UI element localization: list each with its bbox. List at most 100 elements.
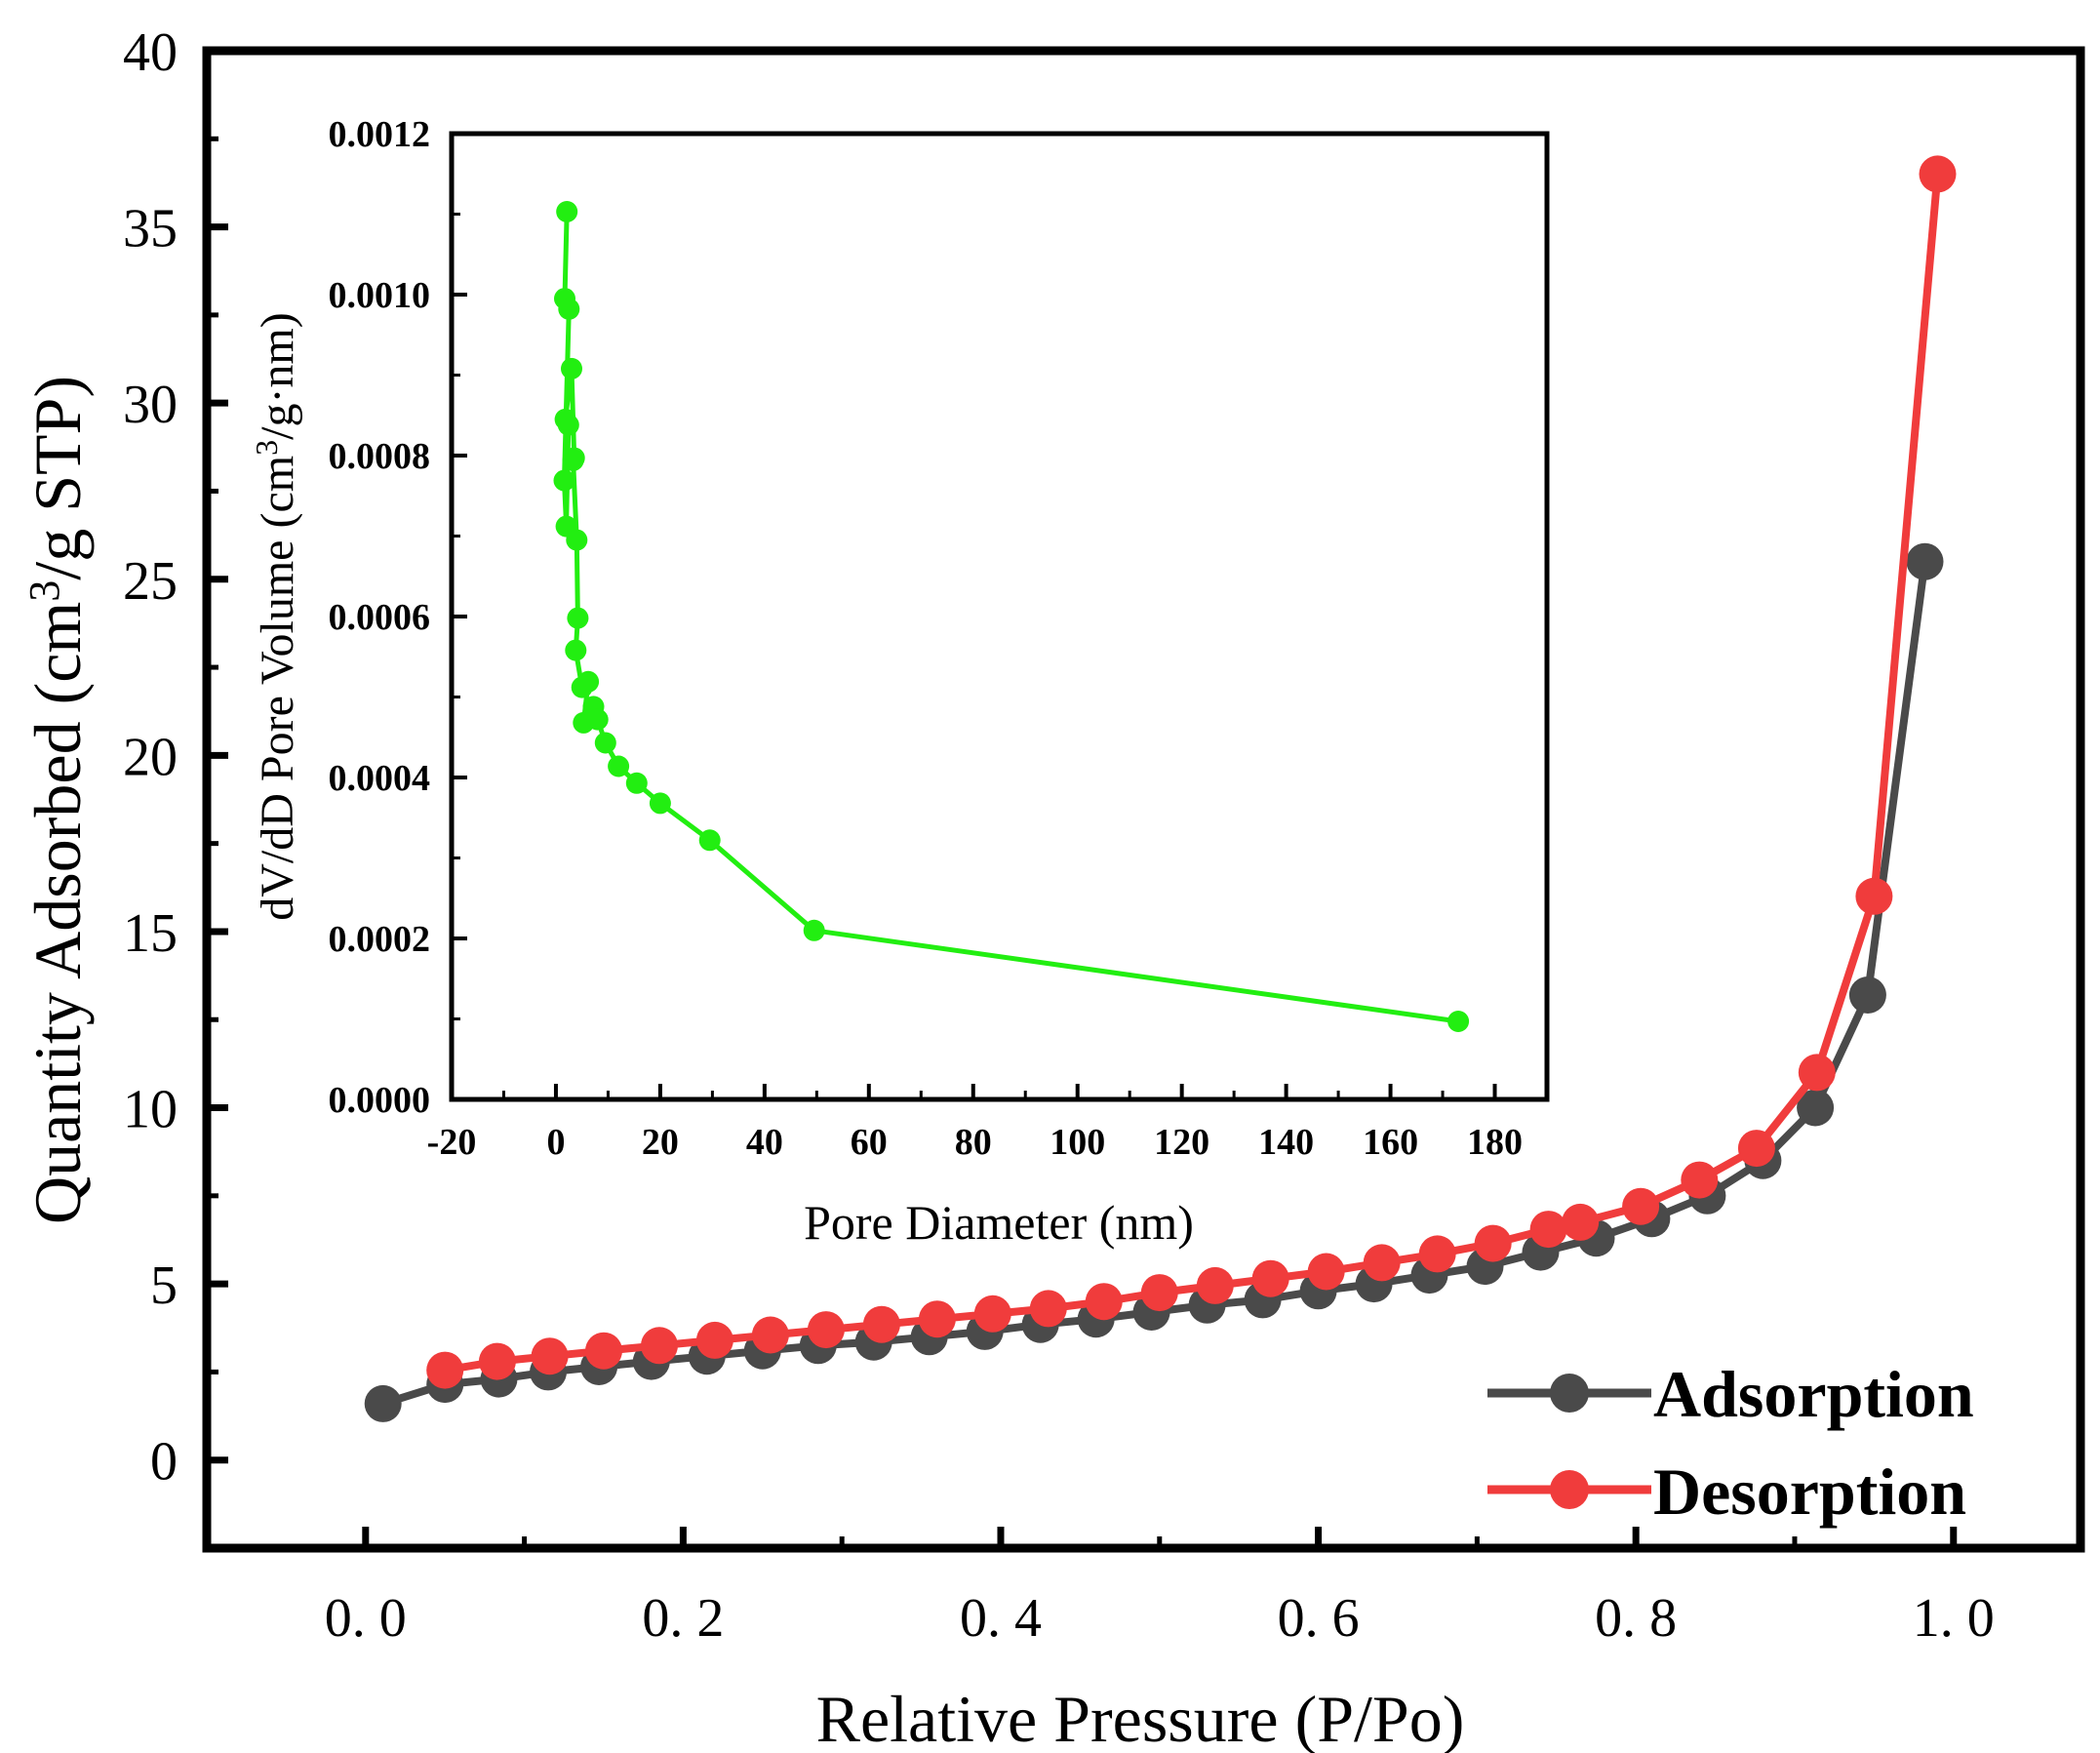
legend-item-desorption: Desorption <box>1487 1454 1966 1529</box>
series-desorption <box>426 155 1957 1389</box>
main-y-tick-label: 35 <box>123 199 178 259</box>
data-point-desorption <box>807 1311 845 1349</box>
main-y-axis-label-sup: 3 <box>20 580 68 602</box>
data-point-desorption <box>1919 155 1957 193</box>
data-point-desorption <box>1196 1266 1234 1304</box>
main-y-tick-label: 20 <box>123 727 178 787</box>
inset-y-axis-label: dV/dD Pore Volume (cm3/g·nm) <box>249 312 303 921</box>
main-x-tick-label: 0. 6 <box>1278 1588 1360 1649</box>
main-y-tick-label: 0 <box>150 1432 178 1493</box>
legend-marker-desorption <box>1550 1470 1589 1509</box>
main-x-axis-label: Relative Pressure (P/Po) <box>816 1682 1465 1753</box>
legend: Adsorption Desorption <box>1487 1357 1974 1529</box>
inset-y-ticks: 0.0000 0.0002 0.0004 0.0006 0.0008 0.0010 0.00… <box>329 114 467 1121</box>
main-x-tick-label: 0. 2 <box>642 1588 724 1649</box>
data-point-desorption <box>1363 1244 1401 1282</box>
data-point-desorption <box>1529 1211 1567 1249</box>
data-point-desorption <box>973 1295 1011 1333</box>
inset-y-axis-label-sup: 3 <box>249 440 284 456</box>
inset-y-axis-label-tail: /g·nm) <box>252 312 303 440</box>
main-y-axis-label-main: Quantity Adsorbed (cm <box>20 602 95 1224</box>
inset-x-tick-label: -20 <box>427 1122 477 1163</box>
data-point-desorption <box>1622 1187 1660 1225</box>
data-point-desorption <box>918 1300 956 1338</box>
main-x-tick-label: 1. 0 <box>1913 1588 1995 1649</box>
inset-plot-frame <box>449 131 1550 1102</box>
inset-data-point <box>566 529 588 551</box>
legend-marker-adsorption <box>1550 1374 1589 1413</box>
series-line-desorption <box>444 174 1942 1375</box>
legend-item-adsorption: Adsorption <box>1487 1357 1974 1431</box>
inset-x-tick-label: 20 <box>642 1122 679 1163</box>
inset-x-tick-label: 60 <box>851 1122 888 1163</box>
data-point-adsorption <box>1848 976 1886 1014</box>
inset-x-tick-label: 0 <box>546 1122 565 1163</box>
legend-label-desorption: Desorption <box>1653 1454 1966 1529</box>
inset-y-tick-label: 0.0006 <box>329 597 431 638</box>
main-x-tick-label: 0. 8 <box>1595 1588 1677 1649</box>
data-point-desorption <box>1474 1224 1512 1262</box>
main-x-ticks: 0. 0 0. 2 0. 4 0. 6 0. 8 1. 0 <box>325 1527 1995 1649</box>
inset-x-tick-label: 180 <box>1467 1122 1523 1163</box>
data-point-desorption <box>1681 1161 1719 1199</box>
main-y-tick-label: 25 <box>123 551 178 612</box>
data-point-desorption <box>1029 1290 1067 1328</box>
inset-y-tick-label: 0.0008 <box>329 436 431 477</box>
inset-data-point <box>565 639 587 661</box>
inset-data-point <box>561 357 582 379</box>
inset-x-tick-label: 80 <box>955 1122 992 1163</box>
inset-y-tick-label: 0.0012 <box>329 114 431 155</box>
main-y-tick-label: 15 <box>123 903 178 964</box>
data-point-desorption <box>1798 1054 1836 1092</box>
main-x-tick-label: 0. 0 <box>325 1588 407 1649</box>
data-point-desorption <box>1140 1274 1178 1312</box>
inset-chart: -20 0 20 40 60 80 100 120 140 160 180 0.0000 0.0002… <box>249 114 1550 1250</box>
data-point-desorption <box>862 1305 900 1343</box>
inset-data-point <box>556 201 578 222</box>
data-point-desorption <box>695 1321 733 1359</box>
inset-data-point <box>803 919 825 941</box>
data-point-desorption <box>585 1332 622 1370</box>
data-point-desorption <box>478 1342 516 1380</box>
inset-x-tick-label: 160 <box>1363 1122 1418 1163</box>
data-point-desorption <box>641 1327 678 1365</box>
data-point-desorption <box>1085 1283 1123 1321</box>
main-plot-frame <box>202 46 2085 1553</box>
data-point-desorption <box>1855 877 1893 915</box>
inset-data-point <box>698 829 721 852</box>
inset-x-ticks: -20 0 20 40 60 80 100 120 140 160 180 <box>427 1084 1523 1163</box>
main-x-tick-label: 0. 4 <box>960 1588 1042 1649</box>
inset-data-point <box>558 298 580 320</box>
main-y-axis-label: Quantity Adsorbed (cm3/g STP) <box>20 376 95 1224</box>
inset-x-tick-label: 40 <box>746 1122 783 1163</box>
data-point-desorption <box>1562 1203 1600 1241</box>
inset-y-axis-label-main: dV/dD Pore Volume (cm <box>252 456 303 921</box>
inset-y-tick-label: 0.0000 <box>329 1080 431 1121</box>
main-y-ticks: 0 5 10 15 20 25 30 35 40 <box>123 22 228 1493</box>
data-point-desorption <box>1737 1130 1775 1168</box>
inset-data-point <box>567 607 589 629</box>
inset-x-tick-label: 120 <box>1154 1122 1209 1163</box>
data-point-desorption <box>531 1337 569 1375</box>
main-y-tick-label: 10 <box>123 1080 178 1140</box>
inset-y-tick-label: 0.0010 <box>329 275 431 316</box>
data-point-adsorption <box>1797 1089 1835 1127</box>
main-y-axis-label-tail: /g STP) <box>20 376 95 580</box>
inset-data-point <box>554 408 576 430</box>
inset-data-point <box>577 670 600 693</box>
main-y-tick-label: 40 <box>123 22 178 83</box>
main-y-tick-label: 30 <box>123 375 178 435</box>
inset-data-point <box>594 732 616 754</box>
inset-data-point <box>625 772 648 794</box>
inset-plot-series <box>553 201 1470 1032</box>
data-point-adsorption <box>364 1384 402 1422</box>
data-point-desorption <box>751 1316 789 1354</box>
inset-data-point <box>649 792 671 815</box>
inset-series <box>553 201 1470 1032</box>
data-point-desorption <box>1418 1235 1456 1273</box>
inset-data-point <box>608 755 630 777</box>
data-point-adsorption <box>1906 542 1944 580</box>
main-y-tick-label: 5 <box>150 1255 178 1316</box>
